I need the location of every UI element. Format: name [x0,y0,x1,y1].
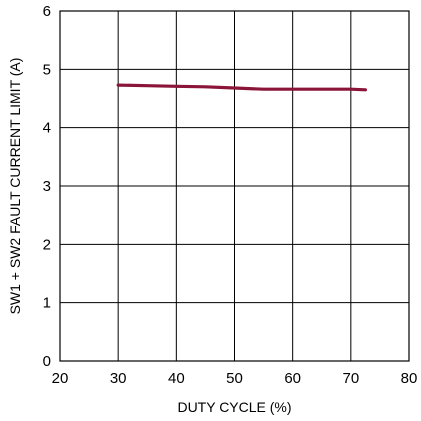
x-tick-label: 80 [401,370,418,387]
y-axis-label: SW1 + SW2 FAULT CURRENT LIMIT (A) [7,58,23,315]
x-tick-label: 30 [110,370,127,387]
series-line [116,83,367,92]
x-tick-label: 20 [52,370,69,387]
x-tick-labels: 20 30 40 50 60 70 80 [52,370,418,387]
x-tick-label: 40 [168,370,185,387]
series-layer [116,83,367,92]
x-tick-label: 70 [342,370,359,387]
y-tick-label: 3 [43,178,51,195]
x-axis-label: DUTY CYCLE (%) [177,399,291,415]
y-tick-label: 1 [43,295,51,312]
plot-frame [59,10,410,362]
y-tick-label: 6 [43,3,51,20]
grid [59,10,410,362]
y-tick-label: 5 [43,61,51,78]
y-tick-label: 4 [43,120,51,137]
y-tick-label: 2 [43,236,51,253]
x-tick-label: 50 [226,370,243,387]
y-tick-labels: 0 1 2 3 4 5 6 [43,3,51,370]
x-tick-label: 60 [284,370,301,387]
y-tick-label: 0 [43,353,51,370]
